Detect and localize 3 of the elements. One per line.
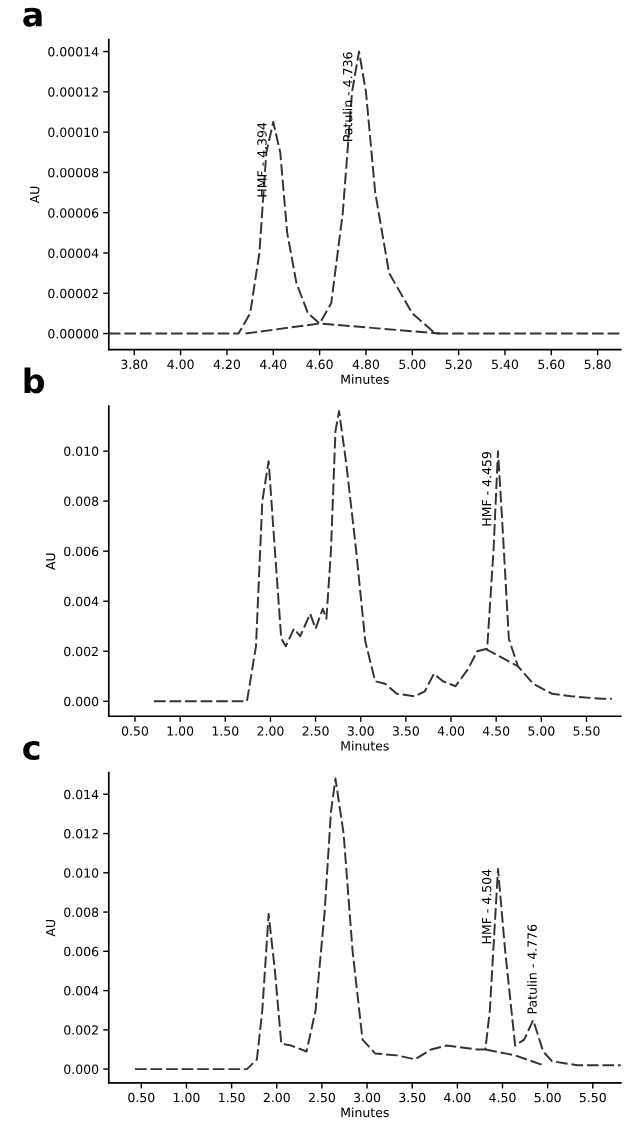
chart-title: a xyxy=(23,7,42,27)
chart-title: c xyxy=(23,740,40,761)
chart-title: b xyxy=(24,367,45,394)
